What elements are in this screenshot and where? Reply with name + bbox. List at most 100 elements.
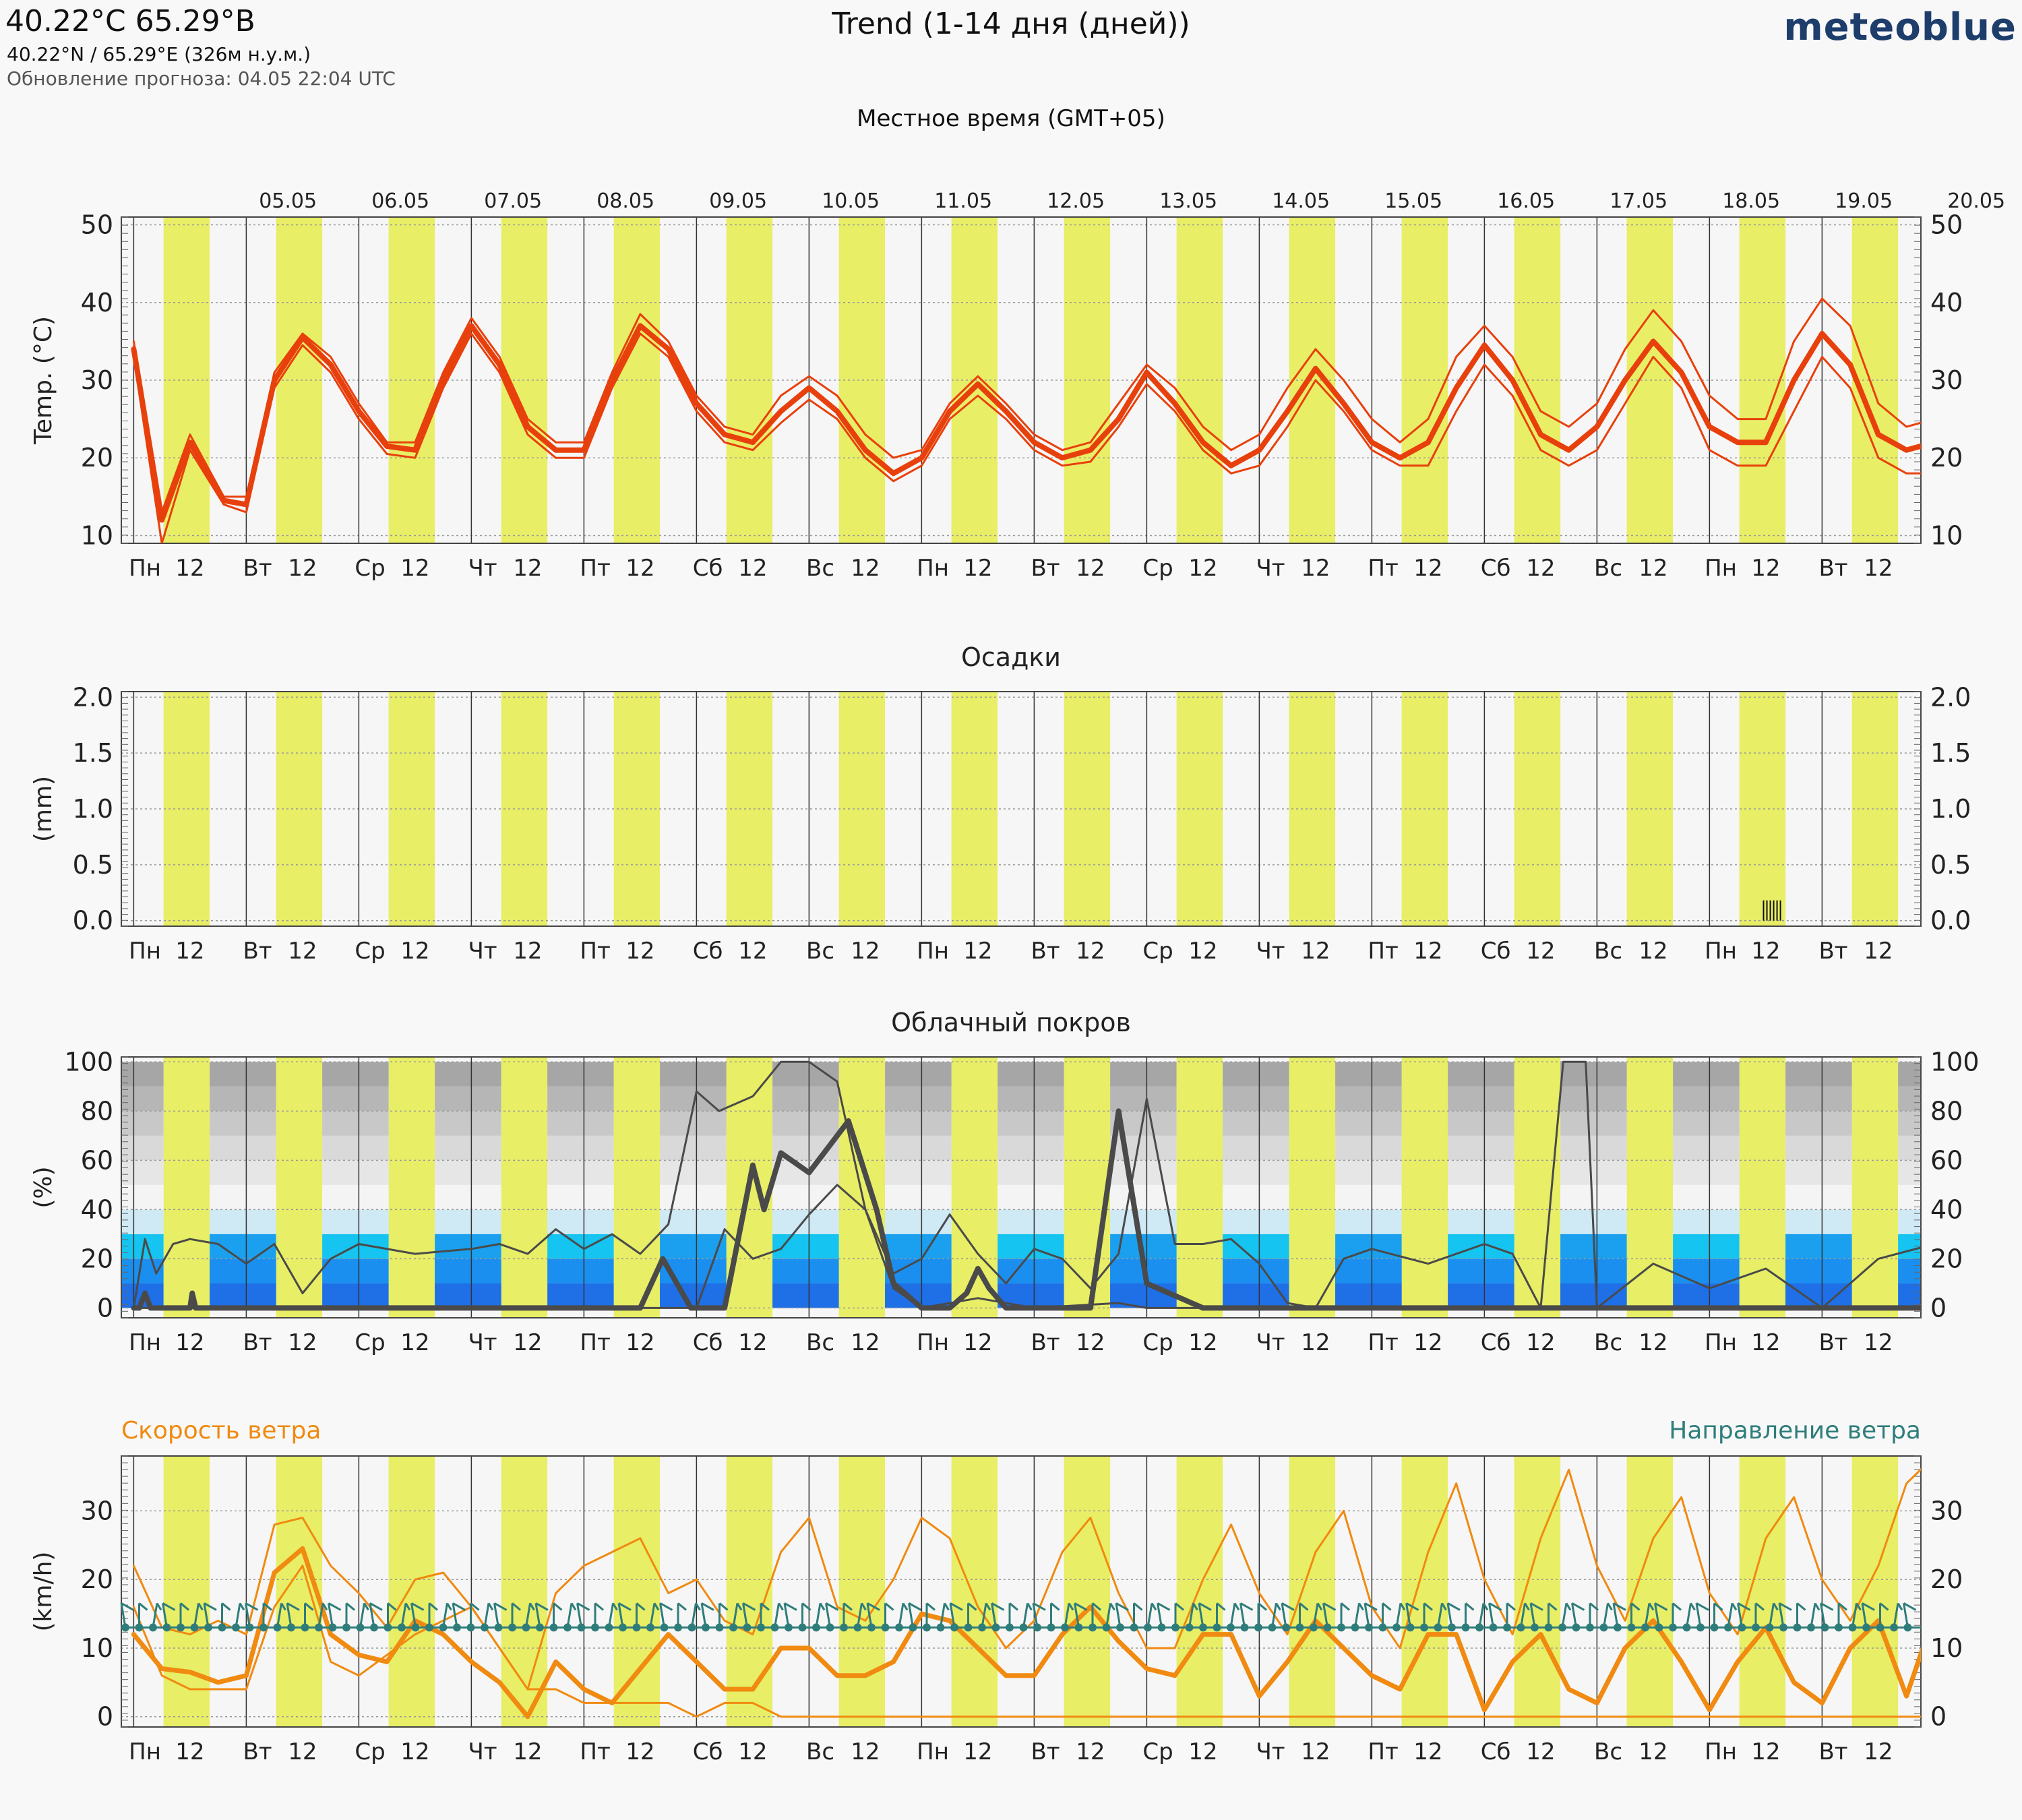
high-cloud-band — [1560, 1184, 1627, 1210]
panel-wind — [120, 1455, 2011, 1728]
wind-direction-barb — [1561, 1603, 1568, 1628]
x-tick-label: Пт — [1368, 555, 1398, 582]
y-tick-label: 60 — [1930, 1145, 1963, 1175]
high-cloud-band — [210, 1184, 276, 1210]
wind-direction-barb — [1364, 1602, 1378, 1611]
wind-direction-barb — [1779, 1602, 1792, 1611]
wind-direction-barb — [162, 1603, 168, 1628]
high-cloud-band — [998, 1086, 1064, 1112]
wind-direction-barb — [944, 1602, 950, 1611]
x-tick-label: Пн — [1705, 1738, 1737, 1765]
wind-direction-barb — [1258, 1602, 1267, 1611]
y-tick-label: 20 — [81, 1244, 113, 1273]
wind-direction-barb — [1810, 1603, 1816, 1628]
wind-direction-barb — [701, 1602, 714, 1611]
high-cloud-band — [885, 1184, 952, 1210]
x-tick-label: Пт — [580, 938, 610, 965]
x-tick-label: Пн — [1705, 1329, 1737, 1356]
high-cloud-band — [885, 1062, 952, 1087]
high-cloud-band — [210, 1111, 276, 1136]
high-cloud-band — [1335, 1111, 1402, 1136]
wind-direction-barb — [410, 1603, 417, 1628]
wind-direction-barb — [659, 1603, 665, 1628]
x-tick-label: 12 — [288, 1329, 317, 1356]
high-cloud-band — [660, 1184, 727, 1210]
x-tick-label: Вс — [1594, 1329, 1622, 1356]
x-tick-label: Пн — [917, 1329, 949, 1356]
x-tick-label: Пн — [917, 1738, 949, 1765]
x-tick-label: Ср — [1142, 1329, 1173, 1356]
wind-direction-barb — [1862, 1602, 1875, 1611]
wind-direction-barb — [452, 1602, 466, 1611]
wind-direction-barb — [197, 1602, 204, 1611]
wind-direction-barb — [152, 1603, 158, 1628]
daylight-band — [1401, 1057, 1448, 1318]
x-tick-label: 12 — [1413, 555, 1442, 582]
wind-direction-barb — [1092, 1602, 1101, 1611]
y-tick-label: 20 — [81, 443, 113, 473]
high-cloud-band — [1448, 1086, 1514, 1112]
wind-direction-barb — [1175, 1602, 1184, 1611]
wind-direction-barb — [286, 1602, 300, 1611]
chart-main-title: Trend (1-14 дня (дней)) — [832, 7, 1190, 41]
x-tick-label: Ср — [1142, 555, 1173, 582]
high-cloud-band — [1335, 1160, 1402, 1185]
daylight-band — [1851, 692, 1899, 926]
wind-direction-barb — [950, 1602, 963, 1611]
high-cloud-band — [435, 1184, 501, 1210]
high-cloud-band — [885, 1209, 952, 1234]
wind-direction-barb — [1630, 1602, 1641, 1611]
x-tick-label: Пн — [129, 1738, 161, 1765]
daylight-band — [1851, 1456, 1899, 1727]
x-tick-label: Пн — [129, 938, 161, 965]
wind-direction-barb — [1856, 1602, 1862, 1611]
wind-direction-barb — [742, 1603, 748, 1628]
x-tick-label: Пн — [1705, 938, 1737, 965]
high-cloud-band — [121, 1160, 164, 1185]
x-tick-label: 12 — [1751, 1329, 1780, 1356]
high-cloud-band — [1448, 1209, 1514, 1234]
date-label: 19.05 — [1835, 189, 1893, 213]
daylight-band — [1965, 1456, 2011, 1727]
date-label: 15.05 — [1384, 189, 1442, 213]
x-tick-label: Вт — [243, 555, 272, 582]
high-cloud-band — [1335, 1209, 1402, 1234]
x-tick-label: 12 — [738, 555, 767, 582]
x-tick-label: Вс — [1594, 938, 1622, 965]
wind-direction-barb — [553, 1602, 563, 1611]
wind-direction-barb — [1322, 1603, 1328, 1628]
x-tick-label: Сб — [693, 1738, 723, 1765]
meteoblue-logo[interactable]: meteoblue — [1783, 5, 2017, 49]
wind-direction-barb — [618, 1602, 632, 1611]
y-tick-label: 40 — [1930, 1194, 1963, 1224]
high-cloud-band — [1223, 1135, 1289, 1161]
low-cloud-band — [998, 1258, 1064, 1283]
x-tick-label: 12 — [1076, 1329, 1105, 1356]
wind-direction-barb — [317, 1603, 324, 1628]
y-axis-label: (km/h) — [30, 1552, 57, 1632]
wind-speed-median-line — [131, 1546, 1921, 1720]
high-cloud-band — [547, 1062, 614, 1087]
wind-direction-barb — [493, 1603, 499, 1628]
wind-direction-barb — [1713, 1602, 1723, 1611]
x-tick-label: 12 — [851, 555, 880, 582]
x-tick-label: 12 — [1864, 938, 1893, 965]
date-label: 07.05 — [484, 189, 542, 213]
wind-direction-barb — [985, 1602, 991, 1611]
high-cloud-band — [1560, 1111, 1627, 1136]
x-tick-label: 12 — [963, 1738, 992, 1765]
high-cloud-band — [885, 1111, 952, 1136]
x-tick-label: Пт — [1368, 938, 1398, 965]
wind-direction-barb — [1027, 1602, 1033, 1611]
y-tick-label: 80 — [1930, 1096, 1963, 1126]
x-tick-label: Вт — [1818, 1329, 1847, 1356]
low-cloud-band — [1335, 1258, 1402, 1283]
date-label: 12.05 — [1047, 189, 1105, 213]
y-tick-label: 100 — [64, 1047, 113, 1076]
low-cloud-band — [1673, 1234, 1740, 1259]
low-cloud-band — [1448, 1283, 1514, 1308]
wind-direction-barb — [1571, 1603, 1577, 1628]
wind-direction-barb — [204, 1602, 217, 1611]
x-tick-label: 12 — [400, 555, 429, 582]
high-cloud-band — [1785, 1111, 1852, 1136]
